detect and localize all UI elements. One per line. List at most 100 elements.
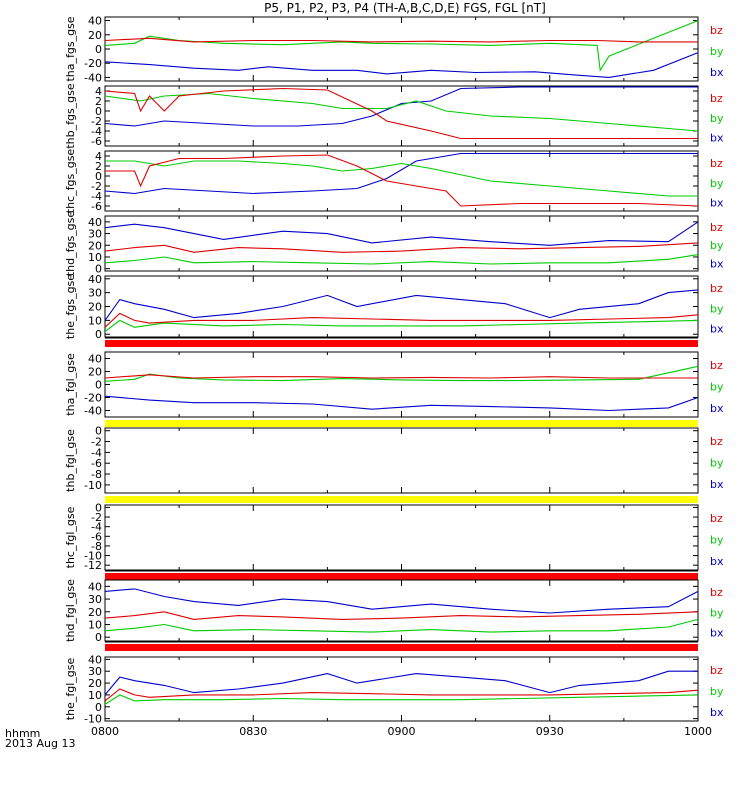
y-tick-label: -10	[84, 550, 102, 563]
y-tick-label: 0	[95, 105, 102, 118]
y-tick-label: -6	[91, 200, 102, 213]
y-tick-label: 4	[95, 150, 102, 163]
y-tick-label: 40	[88, 353, 102, 366]
y-tick-label: 20	[88, 677, 102, 690]
panel-frame	[104, 427, 699, 494]
series-line-by	[104, 92, 699, 132]
y-tick-label: -2	[91, 180, 102, 193]
legend-by: by	[710, 606, 724, 619]
legend-bx: bx	[710, 257, 724, 270]
legend-bz: bz	[710, 157, 723, 170]
chart-title: P5, P1, P2, P3, P4 (TH-A,B,C,D,E) FGS, F…	[264, 1, 546, 15]
y-tick-label: -4	[91, 446, 102, 459]
panel-thb_fgl_gse: 0-2-4-6-8-10 thb_fgl_gse bz by bx	[64, 425, 724, 503]
legend-by: by	[710, 380, 724, 393]
legend-bx: bx	[710, 132, 724, 145]
x-tick-label: 1000	[684, 725, 712, 738]
series-line-by	[104, 618, 699, 633]
panel-thc_fgs_gse: 420-2-4-6 thc_fgs_gse bz by bx	[64, 149, 724, 214]
y-tick-label: 0	[95, 425, 102, 438]
y-tick-label: 0	[95, 379, 102, 392]
y-tick-label: -8	[91, 468, 102, 481]
series-line-bz	[105, 154, 699, 207]
x-footer-line-2: 2013 Aug 13	[5, 737, 75, 750]
series-line-bx	[104, 52, 699, 78]
y-tick-label: -10	[84, 713, 102, 726]
legend-bz: bz	[710, 512, 723, 525]
y-tick-label: 30	[88, 228, 102, 241]
x-tick-label: 0900	[388, 725, 416, 738]
series-line-bx	[104, 86, 698, 127]
legend-bx: bx	[710, 555, 724, 568]
y-tick-label: -10	[84, 479, 102, 492]
y-tick-label: 20	[88, 301, 102, 314]
panel-frame	[104, 579, 699, 642]
status-bar-yellow	[105, 496, 698, 503]
series-line-bx	[104, 588, 699, 614]
y-tick-label: 20	[88, 29, 102, 42]
y-tick-label: 0	[95, 701, 102, 714]
legend-by: by	[710, 533, 724, 546]
y-tick-label: -8	[91, 540, 102, 553]
panel-frame	[104, 504, 699, 571]
y-tick-label: 30	[88, 287, 102, 300]
y-tick-label: -4	[91, 125, 102, 138]
legend-bz: bz	[710, 664, 723, 677]
series-line-by	[104, 694, 699, 705]
panel-frame	[104, 150, 699, 212]
y-tick-label: 40	[88, 15, 102, 28]
panel-frame	[104, 16, 699, 82]
status-bar-red	[105, 340, 698, 347]
y-tick-label: -4	[91, 190, 102, 203]
legend-bx: bx	[710, 66, 724, 79]
series-line-by	[104, 365, 699, 382]
panel-thb_fgs_gse: 420-2-4-6 thb_fgs_gse bz by bx	[64, 83, 724, 149]
panel-ylabel: the_fgl_gse	[64, 658, 77, 721]
series-line-by	[104, 319, 699, 332]
series-line-by	[105, 160, 698, 197]
series-line-bz	[104, 611, 699, 620]
x-tick-label: 0830	[239, 725, 267, 738]
legend-bz: bz	[710, 359, 723, 372]
legend-bx: bx	[710, 626, 724, 639]
series-line-bx	[104, 289, 699, 321]
legend-by: by	[710, 112, 724, 125]
legend-by: by	[710, 302, 724, 315]
legend-by: by	[710, 45, 724, 58]
y-tick-label: -6	[91, 135, 102, 148]
y-tick-label: 0	[95, 170, 102, 183]
status-bar-yellow	[105, 420, 698, 427]
y-tick-label: -6	[91, 457, 102, 470]
series-line-bz	[104, 37, 698, 43]
panel-ylabel: thd_fgl_gse	[64, 579, 77, 642]
x-tick-label: 0800	[91, 725, 119, 738]
panel-ylabel: tha_fgl_gse	[64, 353, 77, 416]
y-tick-label: -6	[91, 530, 102, 543]
panel-ylabel: thb_fgl_gse	[64, 429, 77, 492]
series-line-bx	[104, 152, 698, 195]
panel-ylabel: tha_fgs_gse	[64, 16, 77, 81]
legend-bz: bz	[710, 435, 723, 448]
series-line-bz	[104, 688, 699, 702]
series-line-bx	[104, 670, 698, 696]
y-tick-label: -2	[91, 511, 102, 524]
y-tick-label: -20	[84, 57, 102, 70]
status-bar-red	[105, 644, 698, 651]
legend-by: by	[710, 177, 724, 190]
y-tick-label: 2	[95, 160, 102, 173]
y-tick-label: -20	[84, 392, 102, 405]
legend-bx: bx	[710, 402, 724, 415]
legend-bx: bx	[710, 706, 724, 719]
series-line-by	[104, 20, 699, 72]
y-tick-label: -2	[91, 436, 102, 449]
y-tick-label: 10	[88, 314, 102, 327]
panel-frame	[104, 656, 699, 722]
y-tick-label: 20	[88, 606, 102, 619]
series-line-by	[104, 254, 699, 265]
y-tick-label: 0	[95, 263, 102, 276]
legend-by: by	[710, 239, 724, 252]
y-tick-label: -40	[84, 405, 102, 418]
